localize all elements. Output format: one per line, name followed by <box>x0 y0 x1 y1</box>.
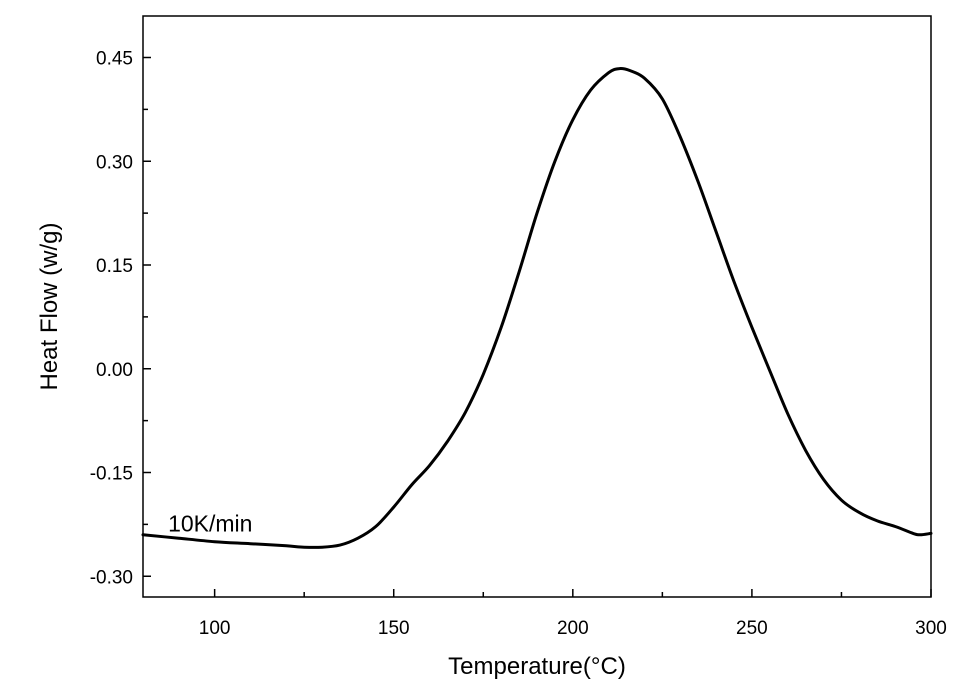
y-tick-label: 0.30 <box>96 152 133 173</box>
rate-annotation: 10K/min <box>168 510 252 536</box>
x-tick-label: 200 <box>557 618 589 639</box>
x-tick-label: 150 <box>378 618 410 639</box>
series-line <box>141 67 933 549</box>
x-tick-label: 250 <box>736 618 768 639</box>
axis-tick-labels: 100 150 200 250 300 -0.30 -0.15 0.00 0.15 0.30 0.4… <box>90 49 947 640</box>
y-tick-label: 0.00 <box>96 360 133 381</box>
plot-frame <box>142 15 932 598</box>
x-tick-label: 100 <box>199 618 231 639</box>
x-axis-title: Temperature(°C) <box>448 653 626 680</box>
y-axis-title: Heat Flow (w/g) <box>36 222 63 390</box>
y-tick-label: -0.30 <box>90 567 133 588</box>
x-tick-label: 300 <box>915 618 947 639</box>
axis-ticks <box>143 56 932 597</box>
y-tick-label: 0.15 <box>96 256 133 277</box>
y-tick-label: 0.45 <box>96 49 133 70</box>
y-tick-label: -0.15 <box>90 464 133 485</box>
